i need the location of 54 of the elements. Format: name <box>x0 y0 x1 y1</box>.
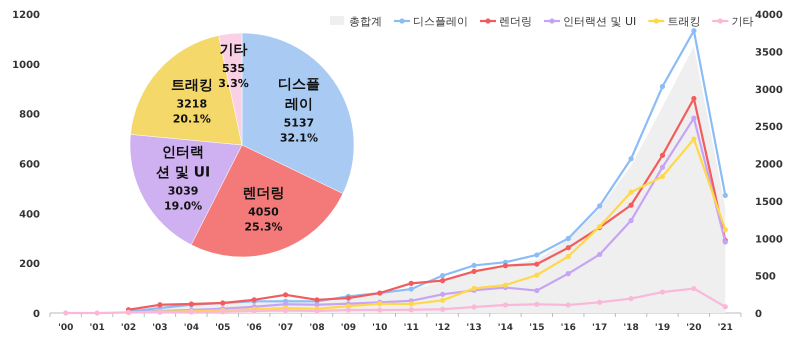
y2-tick-label: 4000 <box>755 10 783 21</box>
x-tick-label: '20 <box>686 323 702 333</box>
y-tick-label: 1000 <box>12 60 40 71</box>
slice-label: 트래킹 <box>170 77 213 94</box>
x-tick-label: '05 <box>215 323 230 333</box>
x-tick-label: '03 <box>152 323 168 333</box>
x-tick-label: '10 <box>372 323 388 333</box>
legend-label: 디스플레이 <box>413 15 468 28</box>
y2-tick-label: 3500 <box>755 47 783 58</box>
data-label: 5137 32.1% <box>280 116 318 144</box>
x-tick-label: '08 <box>309 323 325 333</box>
y2-tick-label: 0 <box>755 309 762 320</box>
y2-tick-label: 1000 <box>755 234 783 246</box>
x-tick-label: '02 <box>120 323 136 333</box>
data-label: 3218 20.1% <box>172 97 211 126</box>
slice-label: 인터랙션 및 UI <box>156 144 210 180</box>
x-tick-label: '11 <box>404 323 419 333</box>
x-tick-label: '19 <box>654 323 670 333</box>
y-tick-label: 800 <box>19 110 40 121</box>
x-tick-label: '06 <box>246 323 262 333</box>
slice-label: 기타 <box>220 42 248 58</box>
slice-label: 디스플레이 <box>278 76 320 112</box>
y2-tick-label: 1500 <box>755 196 783 208</box>
x-tick-label: '15 <box>529 323 544 333</box>
data-label: 3039 19.0% <box>164 184 202 212</box>
x-tick-label: '18 <box>623 323 639 333</box>
x-tick-label: '04 <box>184 323 199 333</box>
x-tick-label: '17 <box>592 323 608 333</box>
data-label: 4050 25.3% <box>244 206 283 234</box>
x-tick-label: '01 <box>89 323 105 333</box>
x-tick-label: '13 <box>466 323 482 333</box>
y2-tick-label: 2500 <box>755 122 783 134</box>
legend-label: 렌더링 <box>499 15 532 28</box>
x-tick-label: '00 <box>58 323 74 333</box>
y-tick-label: 1200 <box>12 10 40 21</box>
y-tick-label: 400 <box>19 209 40 220</box>
y2-tick-label: 3000 <box>755 84 783 96</box>
x-tick-label: '16 <box>560 323 576 333</box>
x-tick-label: '14 <box>498 323 514 333</box>
y2-tick-label: 500 <box>755 272 776 283</box>
legend-label: 트래킹 <box>667 15 700 28</box>
y-tick-label: 600 <box>19 160 40 170</box>
legend-label: 인터랙션 및 UI <box>563 15 636 28</box>
y-tick-label: 0 <box>33 309 40 320</box>
y2-tick-label: 2000 <box>755 160 783 170</box>
legend-label: 총합계 <box>349 15 382 28</box>
x-tick-label: '09 <box>340 323 356 333</box>
data-label: 535 3.3% <box>218 62 249 90</box>
y-tick-label: 200 <box>19 259 40 270</box>
x-tick-label: '12 <box>434 323 450 333</box>
slice-label: 렌더링 <box>242 186 284 202</box>
x-tick-label: '21 <box>718 323 733 333</box>
x-tick-label: '07 <box>278 323 294 333</box>
legend-label: 기타 <box>731 15 754 28</box>
